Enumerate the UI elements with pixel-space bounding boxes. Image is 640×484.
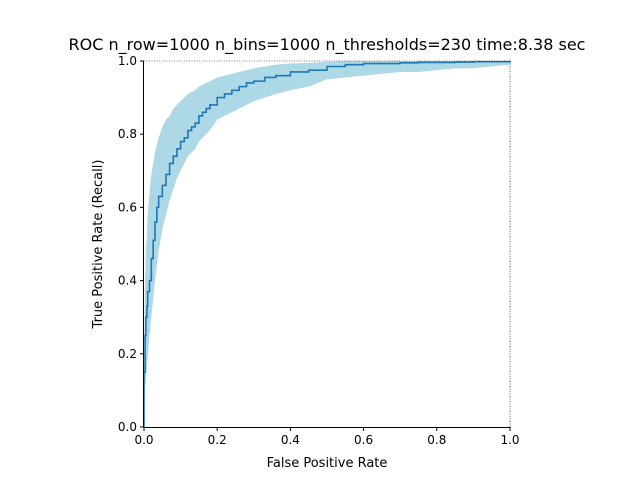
y-tick-label: 0.0 [118,420,137,434]
x-tick-label: 0.6 [354,433,373,447]
x-tick-label: 0.0 [134,433,153,447]
x-tick-label: 0.2 [208,433,227,447]
y-axis-ticks: 0.0 0.2 0.4 0.6 0.8 1.0 [118,54,144,434]
y-tick-label: 0.2 [118,347,137,361]
chart-title: ROC n_row=1000 n_bins=1000 n_thresholds=… [69,35,586,55]
y-tick-label: 1.0 [118,54,137,68]
y-tick-label: 0.8 [118,127,137,141]
x-axis-label: False Positive Rate [267,456,388,471]
plot-area [143,60,511,427]
x-tick-label: 0.8 [427,433,446,447]
x-axis-ticks: 0.0 0.2 0.4 0.6 0.8 1.0 [134,427,520,447]
y-tick-label: 0.6 [118,200,137,214]
roc-curve-line [143,60,511,427]
y-axis-label: True Positive Rate (Recall) [91,160,106,330]
x-tick-label: 0.4 [281,433,300,447]
x-tick-label: 1.0 [500,433,519,447]
y-tick-label: 0.4 [118,274,137,288]
